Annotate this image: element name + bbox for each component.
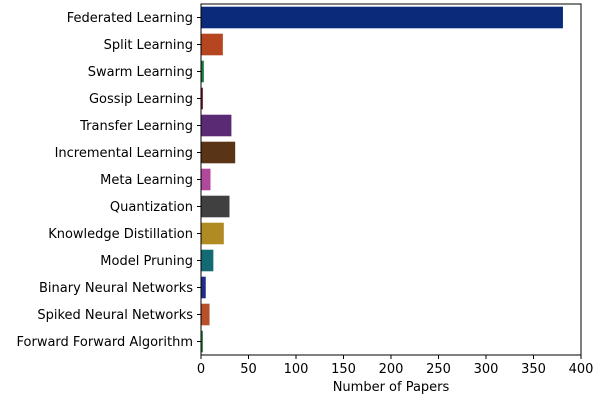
- y-tick-label: Knowledge Distillation: [48, 227, 193, 242]
- y-tick-label: Gossip Learning: [89, 92, 193, 107]
- x-tick-label: 350: [521, 362, 546, 377]
- x-axis-label: Number of Papers: [333, 380, 450, 395]
- bar-quantization: [201, 195, 230, 218]
- y-tick-labels: Federated Learning Split Learning Swarm Le…: [17, 11, 201, 350]
- y-tick-label: Swarm Learning: [88, 65, 193, 80]
- y-tick-label: Binary Neural Networks: [39, 281, 193, 296]
- y-tick-label: Incremental Learning: [55, 146, 193, 161]
- bar-meta-learning: [201, 168, 211, 191]
- y-tick-label: Meta Learning: [100, 173, 193, 188]
- y-tick-label: Transfer Learning: [79, 119, 193, 134]
- y-tick-label: Model Pruning: [100, 254, 193, 269]
- bar-federated-learning: [201, 6, 563, 29]
- x-tick-label: 250: [426, 362, 451, 377]
- plot-frame: [200, 3, 582, 356]
- bar-model-pruning: [201, 249, 214, 272]
- bar-swarm-learning: [201, 60, 204, 83]
- bar-transfer-learning: [201, 114, 232, 137]
- bar-forward-forward-algorithm: [201, 330, 203, 353]
- bar-binary-neural-networks: [201, 276, 206, 299]
- y-tick-label: Split Learning: [104, 38, 193, 53]
- bar-split-learning: [201, 33, 223, 56]
- x-tick-label: 300: [474, 362, 499, 377]
- bar-incremental-learning: [201, 141, 236, 164]
- x-tick-label: 0: [197, 362, 205, 377]
- bar-spiked-neural-networks: [201, 303, 210, 326]
- x-tick-label: 400: [569, 362, 594, 377]
- x-tick-label: 150: [331, 362, 356, 377]
- y-tick-label: Forward Forward Algorithm: [17, 335, 194, 350]
- x-tick-label: 100: [284, 362, 309, 377]
- bar-knowledge-distillation: [201, 222, 224, 245]
- bar-gossip-learning: [201, 87, 203, 110]
- y-tick-label: Quantization: [110, 200, 193, 215]
- y-tick-label: Federated Learning: [67, 11, 193, 26]
- x-tick-label: 200: [379, 362, 404, 377]
- bars-group: [201, 6, 563, 353]
- y-tick-label: Spiked Neural Networks: [37, 308, 193, 323]
- x-tick-labels: 0 50 100 150 200 250 300 350 400: [197, 355, 594, 377]
- x-tick-label: 50: [240, 362, 257, 377]
